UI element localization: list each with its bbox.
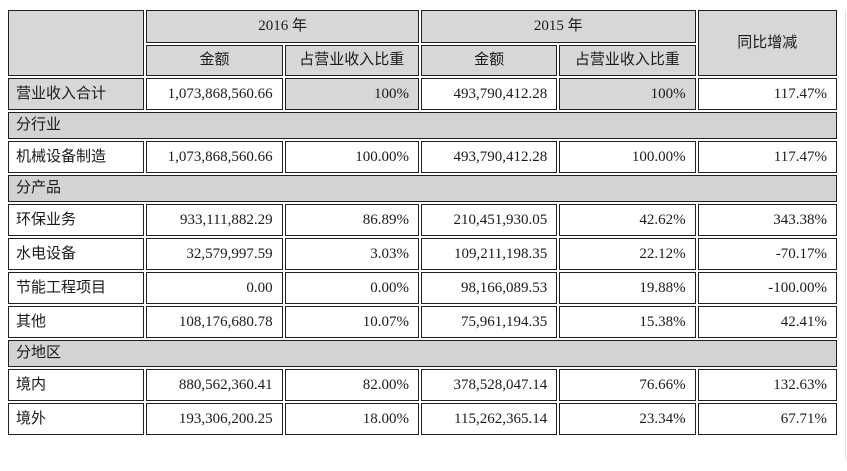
ratio-2015-cell: 42.62% xyxy=(559,204,696,236)
ratio-2016-cell: 0.00% xyxy=(284,272,419,304)
header-amount-2015: 金额 xyxy=(420,45,558,76)
section-label: 分产品 xyxy=(8,175,837,202)
header-row-years: 2016 年 2015 年 同比增减 xyxy=(8,10,837,76)
header-year-2015: 2015 年 xyxy=(420,10,696,43)
amount-2016-cell: 32,579,997.59 xyxy=(146,238,283,270)
row-label: 其他 xyxy=(8,306,145,338)
header-amount-2016: 金额 xyxy=(146,45,283,76)
amount-2016-cell: 933,111,882.29 xyxy=(146,204,283,236)
yoy-cell: 343.38% xyxy=(697,204,837,236)
yoy-cell: 117.47% xyxy=(697,141,837,173)
section-label: 分行业 xyxy=(8,112,837,139)
amount-2015-cell: 109,211,198.35 xyxy=(420,238,558,270)
ratio-2016-cell: 100.00% xyxy=(284,141,419,173)
amount-2015-cell: 493,790,412.28 xyxy=(420,78,558,110)
revenue-breakdown-table: 2016 年 2015 年 同比增减 金额 占营业收入比重 金额 占营业收入比重… xyxy=(6,8,839,437)
ratio-2015-cell: 100% xyxy=(559,78,696,110)
row-label: 营业收入合计 xyxy=(8,78,145,110)
table-row-domestic: 境内 880,562,360.41 82.00% 378,528,047.14 … xyxy=(8,369,837,401)
amount-2016-cell: 1,073,868,560.66 xyxy=(146,78,283,110)
ratio-2016-cell: 10.07% xyxy=(284,306,419,338)
ratio-2015-cell: 19.88% xyxy=(559,272,696,304)
header-ratio-2015: 占营业收入比重 xyxy=(559,45,696,76)
section-row-by-product: 分产品 xyxy=(8,175,837,202)
section-label: 分地区 xyxy=(8,340,837,367)
ratio-2015-cell: 15.38% xyxy=(559,306,696,338)
ratio-2015-cell: 76.66% xyxy=(559,369,696,401)
scan-edge-artifact xyxy=(845,10,846,460)
header-row-measures: 金额 占营业收入比重 金额 占营业收入比重 xyxy=(8,45,837,76)
corner-cell xyxy=(8,10,145,76)
amount-2015-cell: 493,790,412.28 xyxy=(420,141,558,173)
ratio-2016-cell: 100% xyxy=(284,78,419,110)
ratio-2015-cell: 100.00% xyxy=(559,141,696,173)
table-row-machinery: 机械设备制造 1,073,868,560.66 100.00% 493,790,… xyxy=(8,141,837,173)
amount-2016-cell: 193,306,200.25 xyxy=(146,403,283,435)
table-row-overseas: 境外 193,306,200.25 18.00% 115,262,365.14 … xyxy=(8,403,837,435)
ratio-2015-cell: 22.12% xyxy=(559,238,696,270)
ratio-2015-cell: 23.34% xyxy=(559,403,696,435)
section-row-by-industry: 分行业 xyxy=(8,112,837,139)
yoy-cell: 132.63% xyxy=(697,369,837,401)
amount-2015-cell: 98,166,089.53 xyxy=(420,272,558,304)
yoy-cell: 67.71% xyxy=(697,403,837,435)
table-row-total-revenue: 营业收入合计 1,073,868,560.66 100% 493,790,412… xyxy=(8,78,837,110)
amount-2015-cell: 75,961,194.35 xyxy=(420,306,558,338)
amount-2016-cell: 108,176,680.78 xyxy=(146,306,283,338)
row-label: 机械设备制造 xyxy=(8,141,145,173)
table-row-other: 其他 108,176,680.78 10.07% 75,961,194.35 1… xyxy=(8,306,837,338)
amount-2015-cell: 210,451,930.05 xyxy=(420,204,558,236)
amount-2015-cell: 378,528,047.14 xyxy=(420,369,558,401)
yoy-cell: 117.47% xyxy=(697,78,837,110)
amount-2016-cell: 0.00 xyxy=(146,272,283,304)
header-ratio-2016: 占营业收入比重 xyxy=(284,45,419,76)
header-yoy: 同比增减 xyxy=(697,10,837,76)
section-row-by-region: 分地区 xyxy=(8,340,837,367)
row-label: 境内 xyxy=(8,369,145,401)
row-label: 境外 xyxy=(8,403,145,435)
table-row-energy-saving: 节能工程项目 0.00 0.00% 98,166,089.53 19.88% -… xyxy=(8,272,837,304)
table-row-environmental: 环保业务 933,111,882.29 86.89% 210,451,930.0… xyxy=(8,204,837,236)
ratio-2016-cell: 86.89% xyxy=(284,204,419,236)
yoy-cell: 42.41% xyxy=(697,306,837,338)
amount-2015-cell: 115,262,365.14 xyxy=(420,403,558,435)
row-label: 环保业务 xyxy=(8,204,145,236)
table-row-hydropower: 水电设备 32,579,997.59 3.03% 109,211,198.35 … xyxy=(8,238,837,270)
yoy-cell: -70.17% xyxy=(697,238,837,270)
amount-2016-cell: 1,073,868,560.66 xyxy=(146,141,283,173)
amount-2016-cell: 880,562,360.41 xyxy=(146,369,283,401)
row-label: 节能工程项目 xyxy=(8,272,145,304)
ratio-2016-cell: 3.03% xyxy=(284,238,419,270)
row-label: 水电设备 xyxy=(8,238,145,270)
ratio-2016-cell: 82.00% xyxy=(284,369,419,401)
ratio-2016-cell: 18.00% xyxy=(284,403,419,435)
header-year-2016: 2016 年 xyxy=(146,10,419,43)
yoy-cell: -100.00% xyxy=(697,272,837,304)
